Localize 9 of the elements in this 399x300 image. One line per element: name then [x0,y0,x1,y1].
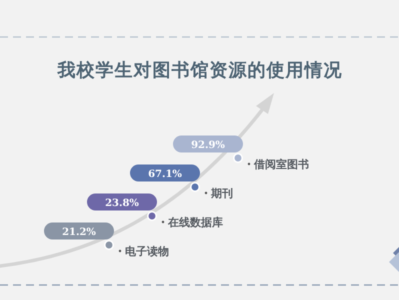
data-label: 21.2% [62,227,96,238]
data-label: 92.9% [191,140,226,151]
text: 我校学生对图书馆资源的使用情况 [56,60,342,81]
category-label: 期刊 [210,187,233,200]
category-label: 借阅室图书 [253,158,309,171]
data-label: 23.8% [105,198,140,209]
category-label: 电子读物 [125,245,169,258]
data-label: 67.1% [148,169,182,180]
category-label: 在线数据库 [167,216,223,229]
